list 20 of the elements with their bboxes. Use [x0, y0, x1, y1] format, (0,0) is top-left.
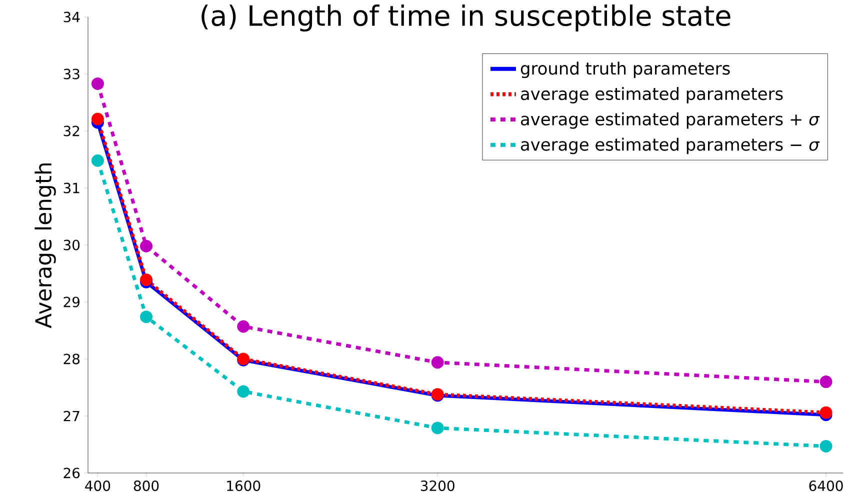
y-tick-label: 31: [64, 182, 80, 194]
y-axis-title: Average length: [34, 163, 56, 328]
x-tick-label: 6400: [809, 480, 843, 492]
x-tick-label: 1600: [227, 480, 260, 492]
y-tick-label: 26: [64, 468, 80, 478]
y-tick-label: 27: [64, 410, 80, 422]
y-tick-label: 29: [64, 296, 80, 308]
y-tick-label: 32: [64, 126, 80, 136]
chart-title: (a) Length of time in susceptible state: [202, 4, 730, 32]
x-tick-label: 800: [134, 480, 159, 492]
legend-label: ground truth parameters: [520, 62, 730, 78]
legend-label: average estimated parameters − σ: [520, 138, 820, 154]
y-tick-label: 34: [64, 12, 80, 22]
x-tick-label: 400: [85, 480, 110, 492]
x-tick-label: 3200: [420, 480, 454, 492]
y-tick-label: 28: [64, 354, 80, 364]
legend-label: average estimated parameters: [520, 87, 783, 104]
legend-label: average estimated parameters + σ: [520, 112, 820, 129]
y-tick-label: 30: [64, 240, 80, 250]
y-tick-label: 33: [64, 68, 80, 80]
